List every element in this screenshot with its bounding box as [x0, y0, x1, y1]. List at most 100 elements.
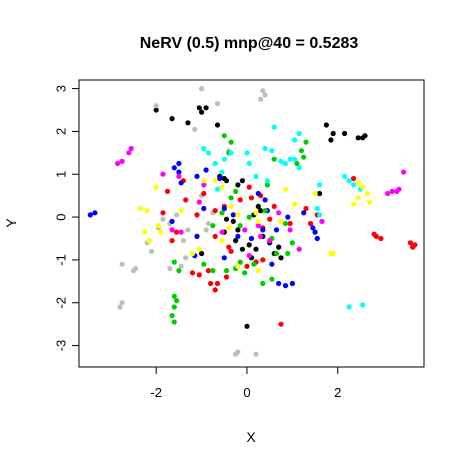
data-point — [282, 220, 289, 227]
data-point — [258, 233, 264, 239]
data-point — [153, 103, 159, 109]
data-point — [189, 270, 196, 276]
data-point — [87, 212, 93, 218]
data-point — [167, 265, 173, 272]
data-point — [196, 105, 202, 111]
data-point — [296, 165, 302, 171]
data-point — [328, 137, 334, 143]
data-point — [212, 233, 218, 239]
data-point — [260, 280, 266, 287]
data-point — [228, 139, 234, 145]
data-point — [378, 235, 384, 242]
data-point — [203, 227, 209, 233]
data-point — [223, 178, 230, 184]
data-point — [185, 227, 191, 233]
data-point — [385, 190, 391, 197]
data-point — [212, 160, 218, 167]
data-point — [262, 197, 268, 203]
data-point — [330, 250, 336, 257]
data-point — [255, 190, 261, 197]
data-point — [301, 210, 307, 216]
data-point — [244, 323, 250, 329]
data-point — [235, 212, 241, 218]
data-point — [226, 244, 232, 250]
data-point — [355, 180, 361, 186]
data-point — [115, 160, 121, 167]
y-axis-label: Y — [3, 218, 19, 228]
data-point — [269, 261, 275, 267]
data-point — [276, 244, 282, 250]
data-point — [208, 280, 214, 287]
data-point — [410, 244, 416, 250]
data-point — [235, 227, 241, 233]
x-tick-label: 0 — [243, 385, 250, 400]
data-point — [201, 178, 207, 184]
data-point — [119, 158, 125, 164]
data-point — [303, 139, 309, 145]
data-point — [205, 268, 211, 274]
data-point — [242, 270, 248, 276]
data-point — [237, 259, 243, 265]
data-point — [169, 238, 175, 244]
data-point — [235, 263, 241, 269]
data-point — [285, 214, 291, 220]
y-axis: -3 -2 -1 0 1 2 3 — [54, 85, 80, 351]
x-tick-label: 2 — [334, 385, 341, 400]
x-tick-label: -2 — [150, 385, 162, 400]
data-point — [255, 223, 261, 229]
chart-title: NeRV (0.5) mnp@40 = 0.5283 — [140, 35, 359, 52]
data-point — [292, 137, 298, 143]
data-point — [342, 173, 348, 179]
y-tick-label: 1 — [54, 171, 69, 178]
data-point — [219, 169, 225, 175]
data-point — [351, 201, 357, 207]
data-point — [192, 126, 198, 132]
data-point — [219, 210, 225, 216]
data-point — [314, 235, 320, 242]
data-point — [360, 302, 366, 308]
y-tick-label: 2 — [54, 128, 69, 135]
data-point — [246, 253, 252, 259]
points-layer — [87, 86, 418, 357]
data-point — [219, 238, 225, 244]
data-point — [235, 233, 241, 239]
data-point — [214, 122, 221, 128]
data-point — [199, 109, 205, 115]
data-point — [287, 156, 293, 162]
data-point — [228, 203, 234, 209]
data-point — [226, 225, 232, 231]
data-point — [219, 184, 225, 190]
data-point — [212, 178, 218, 184]
data-point — [248, 195, 255, 201]
data-point — [294, 160, 300, 167]
data-point — [278, 158, 284, 164]
data-point — [389, 188, 395, 194]
data-point — [214, 280, 221, 287]
data-point — [323, 122, 329, 128]
data-point — [364, 190, 370, 197]
data-point — [296, 246, 302, 252]
y-tick-label: -3 — [54, 340, 69, 352]
data-point — [233, 188, 239, 194]
data-point — [260, 88, 266, 94]
data-point — [201, 190, 207, 197]
data-point — [201, 261, 207, 267]
data-point — [262, 208, 268, 214]
data-point — [223, 268, 230, 274]
data-point — [342, 130, 348, 137]
data-point — [258, 96, 264, 102]
data-point — [307, 220, 314, 227]
data-point — [233, 351, 239, 357]
data-point — [137, 205, 143, 212]
x-axis: -2 0 2 — [150, 366, 341, 400]
data-point — [119, 261, 125, 267]
data-point — [144, 208, 150, 214]
data-point — [253, 210, 259, 216]
data-point — [230, 218, 236, 224]
data-point — [230, 212, 236, 218]
data-point — [171, 165, 177, 171]
data-point — [255, 268, 261, 274]
data-point — [285, 250, 291, 257]
data-point — [282, 186, 289, 192]
data-point — [214, 186, 221, 192]
